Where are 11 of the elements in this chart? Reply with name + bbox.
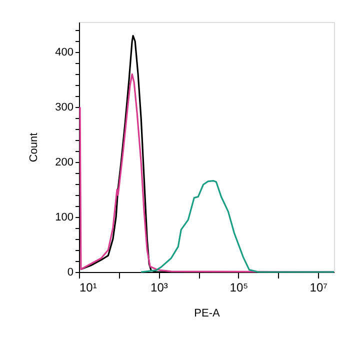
- x-tick-label: 10¹: [80, 280, 97, 294]
- x-tick-label: 10⁵: [230, 280, 248, 294]
- y-tick-label: 0: [67, 266, 74, 278]
- y-axis-title: Count: [28, 132, 40, 162]
- y-tick-label: 400: [55, 46, 74, 59]
- y-tick-label: 300: [55, 102, 74, 114]
- y-tick-label: 100: [55, 212, 74, 224]
- x-axis-title: PE-A: [194, 308, 220, 320]
- y-tick-label: 200: [55, 156, 74, 169]
- x-tick-label: 10³: [150, 280, 168, 294]
- x-tick-label: 10⁷: [310, 280, 328, 294]
